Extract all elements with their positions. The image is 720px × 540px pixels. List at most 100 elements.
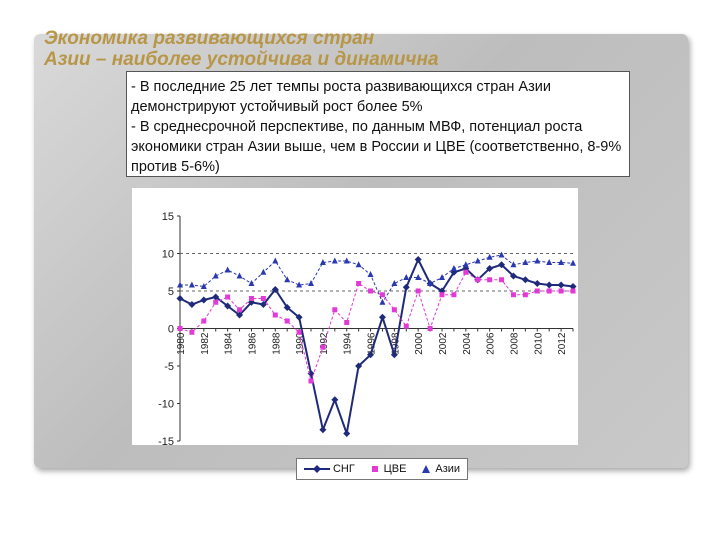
point-cis (355, 362, 363, 370)
point-cee (403, 323, 409, 329)
x-tick-label: 2008 (509, 332, 520, 355)
point-cis (498, 261, 506, 269)
legend-asia-marker (422, 465, 431, 473)
point-asia (510, 261, 517, 268)
point-cis (390, 351, 398, 359)
point-cis (402, 283, 410, 291)
point-cee (570, 288, 576, 294)
legend-cee-marker (371, 466, 378, 472)
point-cis (414, 256, 422, 263)
legend-asia-label: Азии (435, 463, 461, 475)
point-cee (177, 326, 183, 331)
x-tick-label: 1980 (176, 332, 187, 355)
x-tick-label: 1990 (295, 332, 306, 355)
point-cee (320, 344, 326, 350)
point-cis (176, 295, 184, 302)
point-asia (296, 281, 303, 288)
point-asia (546, 259, 553, 265)
point-cee (201, 318, 207, 324)
point-cee (189, 329, 195, 335)
point-cee (510, 292, 516, 298)
point-asia (224, 266, 231, 273)
point-asia (534, 257, 541, 264)
point-cis (545, 281, 553, 289)
point-asia (355, 261, 362, 268)
point-asia (450, 265, 457, 271)
point-cee (225, 294, 231, 300)
point-cee (368, 288, 374, 294)
point-cis (259, 301, 267, 308)
point-cis (343, 430, 351, 437)
point-cee (260, 296, 266, 301)
point-cis (557, 281, 565, 289)
point-cee (487, 277, 493, 283)
y-tick-label: 15 (162, 211, 174, 223)
legend-cee-label: ЦВЕ (383, 463, 407, 475)
point-asia (177, 281, 183, 288)
point-asia (474, 257, 481, 264)
point-asia (308, 280, 314, 286)
point-asia (462, 261, 469, 268)
point-cee (391, 307, 397, 313)
point-cee (344, 320, 350, 325)
point-cis (307, 370, 315, 377)
point-asia (188, 281, 195, 288)
point-cis (295, 313, 303, 321)
legend-item-asia: Азии (420, 463, 460, 475)
point-cis (486, 265, 494, 272)
point-cee (272, 312, 278, 318)
point-cis (224, 302, 232, 310)
point-cis (212, 293, 220, 301)
point-asia (200, 283, 207, 289)
point-cee (427, 326, 433, 331)
title-line-2: Азии – наиболее устойчива и динамична (44, 49, 439, 70)
x-tick-label: 2000 (414, 332, 425, 355)
point-cee (248, 296, 254, 301)
point-cee (475, 277, 481, 283)
point-asia (570, 259, 576, 266)
point-asia (558, 259, 565, 265)
series-line-cee (179, 271, 573, 383)
point-asia (379, 298, 386, 305)
series-line-cis (179, 257, 574, 438)
point-asia (272, 257, 279, 264)
point-cee (558, 288, 564, 294)
point-asia (236, 272, 243, 279)
point-cee (213, 299, 219, 305)
x-tick-label: 1982 (200, 332, 211, 355)
bullet-1: - В последние 25 лет темпы роста развива… (131, 79, 551, 115)
legend-cis-label: СНГ (332, 463, 355, 475)
bullet-2: - В среднесрочной перспективе, по данным… (131, 119, 622, 175)
point-cee (451, 292, 457, 298)
x-tick-label: 1986 (247, 332, 258, 355)
point-cis (331, 396, 339, 404)
y-tick-label: 10 (162, 249, 174, 261)
point-cis (271, 286, 279, 293)
chart-area (132, 188, 578, 445)
point-cee (332, 307, 338, 313)
point-asia (415, 274, 422, 280)
point-asia (391, 280, 398, 286)
slide-title: Экономика развивающихся стран Азии – наи… (44, 28, 564, 70)
point-asia (212, 272, 219, 279)
point-cee (379, 292, 385, 298)
point-cee (439, 292, 445, 298)
chart-legend: СНГ ЦВЕ Азии (296, 458, 468, 480)
x-tick-label: 2012 (557, 332, 568, 355)
growth-chart: 15 10 5 0 -5 -10 -15 1980 1982 1984 1986 1988 1990 19… (158, 211, 577, 445)
point-asia (248, 280, 255, 286)
point-cee (463, 269, 469, 275)
y-tick-label: 5 (168, 286, 174, 298)
point-cis (188, 301, 196, 308)
point-cis (509, 272, 517, 280)
x-tick-label: 1994 (343, 332, 354, 355)
x-tick-label: 1984 (224, 332, 235, 355)
point-cee (546, 288, 552, 294)
point-cee (356, 281, 362, 286)
point-asia (343, 257, 350, 264)
point-asia (522, 259, 529, 265)
point-cis (569, 283, 577, 290)
point-asia (319, 259, 326, 265)
point-cis (521, 276, 529, 284)
bullet-textbox: - В последние 25 лет темпы роста развива… (126, 71, 630, 177)
